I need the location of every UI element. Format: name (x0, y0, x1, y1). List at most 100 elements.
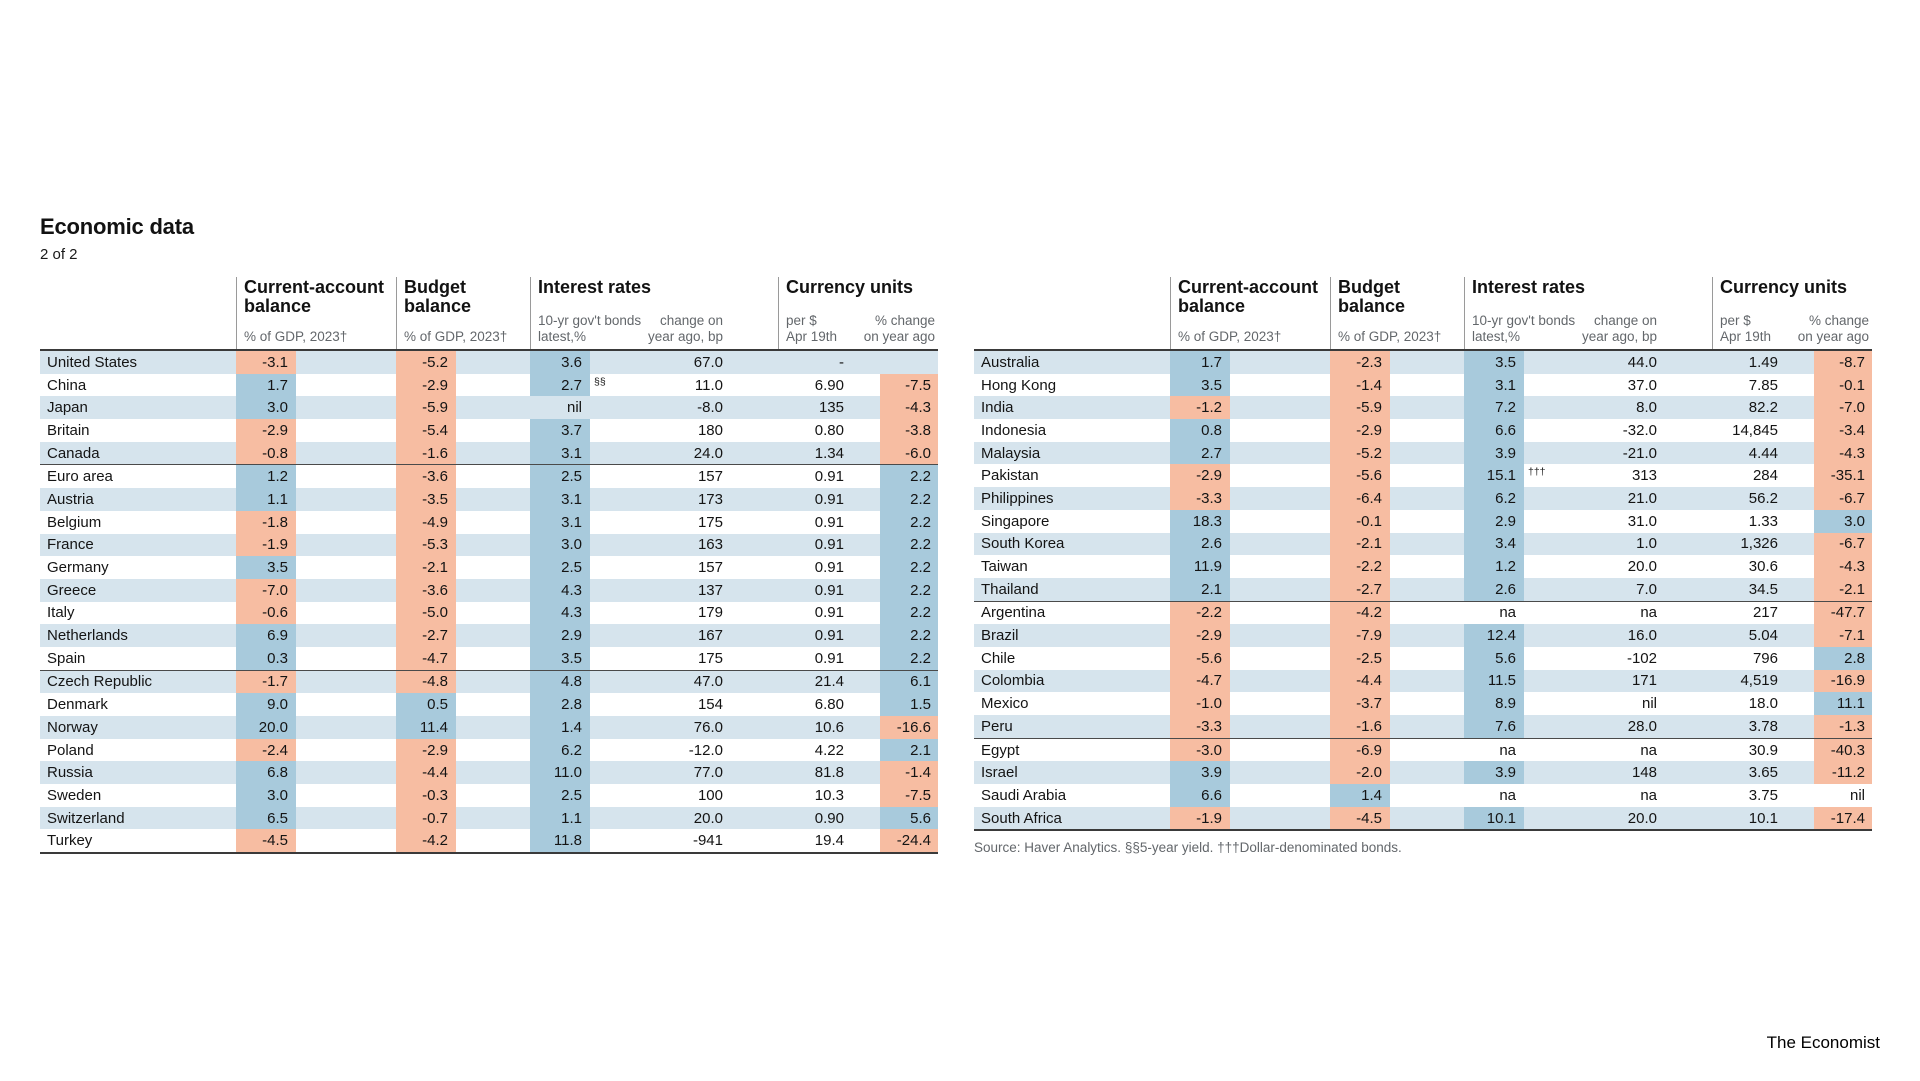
fx-change-value: 2.2 (880, 488, 938, 511)
interest-rate-cell: 3.4 1.0 (1464, 532, 1712, 556)
current-account-cell: 1.7 (236, 373, 396, 397)
interest-rate-cell: 10.1 20.0 (1464, 806, 1712, 830)
interest-rate-cell: na na (1464, 784, 1712, 807)
currency-cell: 6.90 -7.5 (778, 373, 938, 397)
current-account-cell: -1.7 (236, 670, 396, 694)
bond-yield-value: 2.5 (530, 465, 590, 489)
fx-change-value: -7.0 (1814, 396, 1872, 420)
budget-balance-cell: -3.6 (396, 578, 530, 602)
currency-cell: 6.80 1.5 (778, 693, 938, 716)
fx-change-value (880, 351, 938, 374)
per-dollar-value: 4,519 (1740, 672, 1778, 690)
interest-rate-cell: 11.8 -941 (530, 829, 778, 853)
table-row: Germany 3.5 -2.1 2.5 157 0.91 2.2 (40, 556, 938, 579)
current-account-cell: -1.2 (1170, 396, 1330, 420)
bond-yield-value: 7.2 (1464, 396, 1524, 420)
budget-balance-cell: -2.7 (1330, 577, 1464, 601)
header-budget: Budget balance % of GDP, 2023† (396, 277, 530, 349)
column-subtitle: % of GDP, 2023† (404, 329, 508, 344)
interest-rate-cell: 3.6 67.0 (530, 351, 778, 374)
fx-change-value: -6.0 (880, 441, 938, 465)
column-subtitle: change on (659, 313, 723, 328)
fx-change-value: -1.3 (1814, 715, 1872, 738)
footnote-marker (590, 716, 624, 739)
current-account-value: -4.7 (1170, 669, 1230, 693)
fx-change-value: -6.7 (1814, 487, 1872, 510)
country-label: Philippines (981, 489, 1054, 507)
table-row: Euro area 1.2 -3.6 2.5 157 0.91 2.2 (40, 465, 938, 489)
spacer (1778, 442, 1814, 465)
budget-balance-cell: -3.7 (1330, 692, 1464, 715)
country-label: Hong Kong (981, 376, 1057, 394)
footnote-marker (590, 784, 624, 807)
footnote-marker (1524, 533, 1558, 556)
interest-rate-cell: 1.2 20.0 (1464, 555, 1712, 578)
currency-cell: 56.2 -6.7 (1712, 487, 1872, 510)
spacer (1778, 807, 1814, 830)
current-account-cell: 6.6 (1170, 784, 1330, 807)
current-account-value: -1.9 (1170, 806, 1230, 830)
yield-change-value: 313 (1631, 467, 1657, 485)
country-label: Poland (47, 741, 94, 759)
current-account-value: -1.7 (236, 670, 296, 694)
economic-data-section: Economic data 2 of 2 Current-account bal… (40, 214, 1872, 855)
budget-balance-cell: -2.9 (396, 373, 530, 397)
per-dollar-value: 30.9 (1748, 741, 1778, 759)
bond-yield-value: 2.5 (530, 784, 590, 807)
yield-change-value: na (1640, 604, 1657, 622)
country-label: Turkey (47, 832, 93, 850)
column-subtitle: % of GDP, 2023† (244, 329, 348, 344)
current-account-value: 0.3 (236, 646, 296, 670)
currency-cell: 0.91 2.2 (778, 601, 938, 625)
table-left-panel: Current-account balance % of GDP, 2023† … (40, 277, 938, 855)
current-account-cell: 1.2 (236, 465, 396, 489)
fx-change-value: -24.4 (880, 829, 938, 853)
per-dollar-value: 7.85 (1748, 376, 1778, 394)
current-account-cell: -2.9 (1170, 464, 1330, 488)
current-account-cell: 3.9 (1170, 761, 1330, 785)
current-account-value: 18.3 (1170, 509, 1230, 533)
current-account-cell: 20.0 (236, 716, 396, 739)
footnote-marker (590, 442, 624, 465)
yield-change-value: 31.0 (1627, 512, 1657, 530)
budget-balance-cell: -4.5 (1330, 806, 1464, 830)
footnote-marker (1524, 602, 1558, 625)
current-account-value: 6.8 (236, 761, 296, 785)
budget-balance-value: -4.2 (396, 829, 456, 853)
bond-yield-value: 11.0 (530, 761, 590, 785)
current-account-cell: 3.0 (236, 396, 396, 420)
country-label: Germany (47, 559, 109, 577)
interest-rate-cell: 2.5 157 (530, 556, 778, 579)
budget-balance-cell: -2.1 (396, 556, 530, 579)
per-dollar-value: 0.91 (814, 468, 844, 486)
currency-cell: 82.2 -7.0 (1712, 396, 1872, 420)
budget-balance-value: -2.5 (1330, 646, 1390, 670)
current-account-cell: 1.1 (236, 488, 396, 511)
spacer (1778, 624, 1814, 647)
currency-cell: 1.49 -8.7 (1712, 351, 1872, 374)
header-country-column (974, 277, 1170, 349)
per-dollar-value: 30.6 (1748, 558, 1778, 576)
country-label: France (47, 536, 94, 554)
per-dollar-value: 3.78 (1748, 717, 1778, 735)
budget-balance-cell: -4.4 (1330, 669, 1464, 693)
table-row: China 1.7 -2.9 2.7 §§ 11.0 6.90 -7.5 (40, 373, 938, 397)
country-label: India (981, 399, 1014, 417)
budget-balance-cell: 1.4 (1330, 784, 1464, 807)
interest-rate-cell: 3.9 -21.0 (1464, 441, 1712, 465)
fx-change-value: 2.8 (1814, 646, 1872, 670)
country-label: Switzerland (47, 809, 125, 827)
yield-change-value: 1.0 (1636, 535, 1657, 553)
table-row: Netherlands 6.9 -2.7 2.9 167 0.91 2.2 (40, 624, 938, 647)
column-subtitle: on year ago (863, 329, 935, 344)
spacer (1778, 578, 1814, 601)
budget-balance-cell: -1.6 (396, 441, 530, 465)
current-account-value: 3.9 (1170, 761, 1230, 785)
yield-change-value: 16.0 (1627, 627, 1657, 645)
fx-change-value: 2.2 (880, 601, 938, 625)
bond-yield-value: 3.1 (530, 441, 590, 465)
currency-cell: 14,845 -3.4 (1712, 419, 1872, 442)
currency-cell: 18.0 11.1 (1712, 692, 1872, 715)
spacer (844, 671, 880, 694)
current-account-cell: 2.7 (1170, 441, 1330, 465)
